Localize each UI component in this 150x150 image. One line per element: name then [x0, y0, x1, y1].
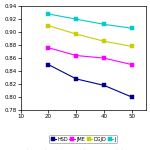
- J: [48, 13, 49, 15]
- J: [75, 18, 77, 20]
- HSD: [75, 78, 77, 80]
- Line: HSD: HSD: [47, 63, 134, 99]
- JME: [75, 55, 77, 56]
- Line: J: J: [47, 12, 134, 30]
- JME: [103, 57, 105, 59]
- J: [131, 27, 133, 29]
- DGJD: [48, 25, 49, 27]
- JME: [131, 64, 133, 66]
- DGJD: [103, 40, 105, 42]
- JME: [48, 47, 49, 49]
- HSD: [131, 96, 133, 98]
- J: [103, 23, 105, 25]
- Line: JME: JME: [47, 46, 134, 66]
- HSD: [103, 84, 105, 86]
- HSD: [48, 64, 49, 66]
- Legend: HSD, JME, DGJD, J: HSD, JME, DGJD, J: [49, 135, 117, 143]
- DGJD: [75, 33, 77, 35]
- Line: DGJD: DGJD: [47, 24, 134, 48]
- DGJD: [131, 46, 133, 47]
